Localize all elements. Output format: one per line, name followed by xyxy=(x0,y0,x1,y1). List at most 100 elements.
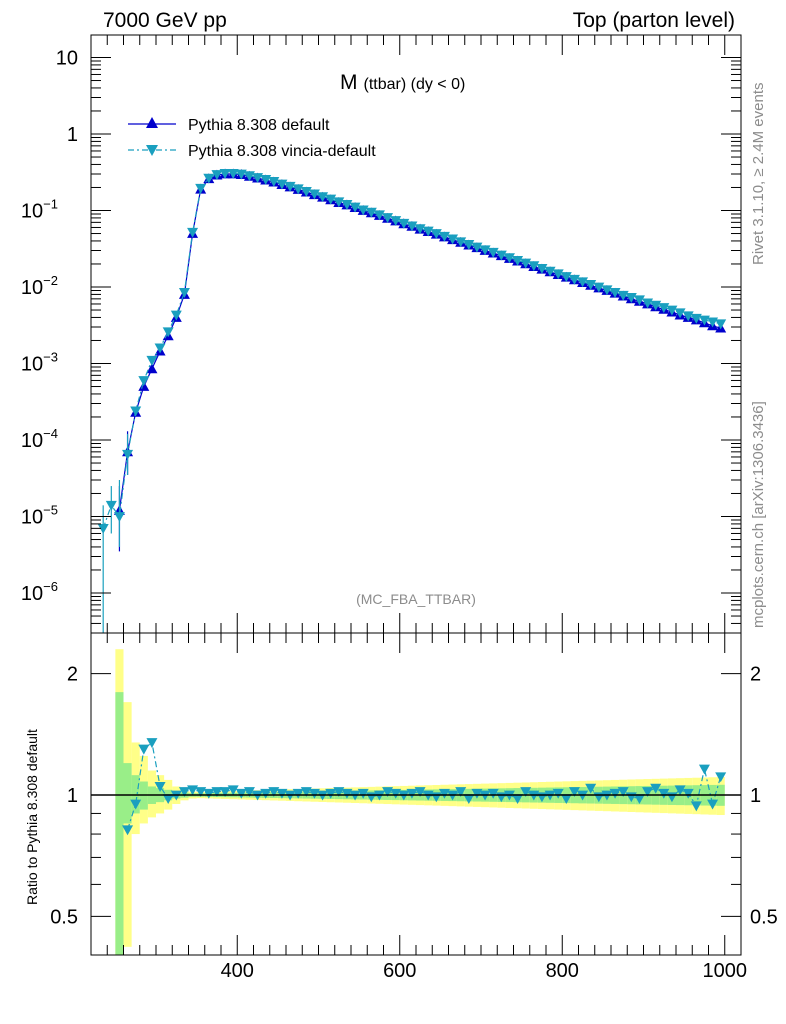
vincia-point xyxy=(349,202,361,213)
vincia-point xyxy=(341,200,353,210)
ratio-band-inner xyxy=(115,692,124,955)
vincia-point xyxy=(195,183,207,194)
ratio-vincia-point xyxy=(552,788,564,799)
vincia-point xyxy=(187,227,199,238)
ratio-vincia-point xyxy=(138,744,150,755)
vincia-point xyxy=(455,237,467,248)
ratio-vincia-point xyxy=(438,788,450,799)
main-y-tick-label: 1 xyxy=(67,124,78,146)
legend-marker-default xyxy=(146,117,158,128)
vincia-point xyxy=(406,221,418,232)
ratio-vincia-point xyxy=(390,788,402,799)
vincia-point xyxy=(235,169,247,180)
vincia-point xyxy=(252,173,264,184)
main-y-tick-exponent: −6 xyxy=(43,579,58,594)
ratio-vincia-point xyxy=(414,787,426,798)
default-point xyxy=(146,363,158,374)
ratio-y-tick-label-left: 2 xyxy=(67,664,78,686)
ratio-vincia-point xyxy=(650,783,662,794)
vincia-point xyxy=(317,192,329,203)
ratio-vincia-point xyxy=(568,787,580,798)
vincia-point xyxy=(463,240,475,250)
observable-title: M (ttbar) (dy < 0) xyxy=(340,71,465,94)
ratio-vincia-point xyxy=(146,738,158,748)
ratio-vincia-point xyxy=(512,794,524,805)
vincia-point xyxy=(138,376,150,386)
ratio-vincia-point xyxy=(122,825,134,836)
observable-symbol: M xyxy=(340,71,358,94)
ratio-y-tick-label-left: 1 xyxy=(67,785,78,807)
main-y-tick-exponent: −2 xyxy=(43,273,58,288)
vincia-point xyxy=(154,343,166,354)
vincia-point xyxy=(260,174,272,185)
ratio-vincia-point xyxy=(178,787,190,798)
vincia-point xyxy=(585,280,597,290)
ratio-uncertainty-bands xyxy=(115,649,725,955)
axis-tick-labels: 10−6 10−5 10−4 10−3 10−2 10−1 1 10 400 600 800 1000… xyxy=(21,48,778,983)
vincia-point xyxy=(633,295,645,306)
main-y-tick-label: 10−5 xyxy=(21,503,58,529)
x-tick-label: 600 xyxy=(383,960,416,982)
vincia-point xyxy=(552,269,564,280)
ratio-vincia-point xyxy=(463,794,475,805)
ratio-vincia-point xyxy=(690,801,702,812)
vincia-point xyxy=(227,169,239,179)
vincia-point xyxy=(479,245,491,256)
vincia-point xyxy=(398,218,410,229)
legend-label-vincia: Pythia 8.308 vincia-default xyxy=(188,143,376,160)
vincia-point xyxy=(674,308,686,319)
vincia-point xyxy=(162,327,174,338)
ratio-band-inner xyxy=(123,763,132,824)
ratio-vincia-point xyxy=(292,788,304,799)
ratio-vincia-point xyxy=(211,787,223,798)
main-y-tick-label: 10−4 xyxy=(21,426,58,452)
vincia-point xyxy=(422,226,434,237)
main-y-tick-exponent: −5 xyxy=(43,503,58,518)
ratio-vincia-point xyxy=(219,787,231,798)
ratio-vincia-point xyxy=(617,787,629,798)
ratio-vincia-point xyxy=(707,799,719,810)
ratio-vincia-point xyxy=(487,788,499,799)
ratio-vincia-point xyxy=(674,785,686,796)
vincia-point xyxy=(487,247,499,258)
ratio-vincia-point xyxy=(260,788,272,799)
ratio-vincia-point xyxy=(455,787,467,798)
vincia-point xyxy=(203,173,215,184)
ratio-vincia-point xyxy=(154,782,166,792)
vincia-point xyxy=(390,216,402,227)
ratio-y-tick-label-right: 2 xyxy=(750,664,761,686)
main-y-tick-label: 10−6 xyxy=(21,579,58,605)
ratio-vincia-point xyxy=(357,788,369,799)
vincia-point xyxy=(520,258,532,269)
vincia-point xyxy=(560,272,572,283)
legend-label-default: Pythia 8.308 default xyxy=(188,117,330,134)
vincia-point xyxy=(178,287,190,298)
vincia-point xyxy=(292,184,304,195)
vincia-point xyxy=(300,186,312,197)
vincia-point xyxy=(715,319,727,330)
vincia-point xyxy=(512,255,524,266)
ratio-vincia-point xyxy=(560,794,572,805)
vincia-point xyxy=(593,282,605,293)
x-tick-label: 1000 xyxy=(703,960,748,982)
vincia-point xyxy=(219,169,231,179)
ratio-vincia-point xyxy=(609,788,621,799)
vincia-point xyxy=(170,310,182,321)
vincia-point xyxy=(609,287,621,298)
ratio-band-outer xyxy=(123,702,132,947)
ratio-vincia-point xyxy=(382,787,394,798)
ratio-vincia-point xyxy=(308,788,320,799)
vincia-point xyxy=(365,207,377,218)
mcplots-label: mcplots.cern.ch [arXiv:1306.3436] xyxy=(750,401,767,628)
vincia-point xyxy=(333,197,345,208)
x-tick-label: 800 xyxy=(546,960,579,982)
ratio-vincia-point xyxy=(300,787,312,798)
vincia-point xyxy=(438,231,450,242)
vincia-point xyxy=(447,234,459,245)
ratio-vincia-point xyxy=(642,787,654,798)
legend-marker-vincia xyxy=(146,145,158,156)
ratio-vincia-point xyxy=(585,783,597,794)
ratio-y-tick-label-right: 1 xyxy=(750,785,761,807)
vincia-point xyxy=(373,210,385,221)
